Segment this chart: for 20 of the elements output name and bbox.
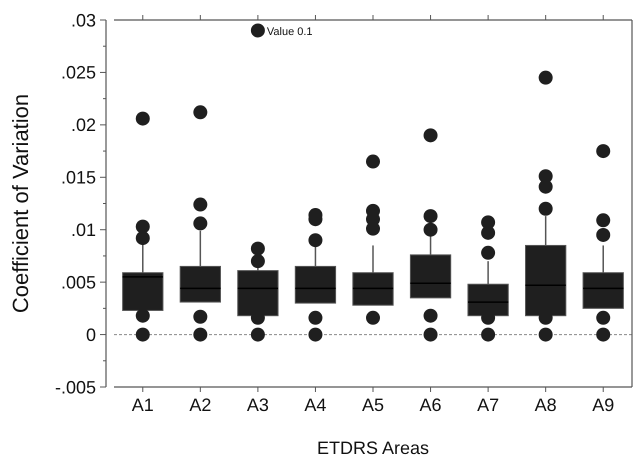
x-tick-label: A2	[189, 395, 212, 415]
annotation: Value 0.1	[266, 26, 313, 38]
x-tick-label: A4	[304, 395, 326, 415]
y-tick-label: .015	[60, 168, 96, 188]
x-tick-label: A8	[534, 395, 557, 415]
y-tick-label: .025	[60, 62, 96, 83]
x-tick-label: A5	[362, 395, 384, 415]
y-tick-label: .01	[70, 220, 96, 240]
x-tick-label: A1	[132, 395, 154, 415]
x-tick-label: A7	[477, 395, 500, 415]
y-tick-label: .005	[60, 272, 96, 292]
x-tick-label: A9	[592, 395, 614, 415]
x-tick-label: A3	[246, 395, 269, 415]
y-tick-label: -.005	[54, 377, 96, 398]
y-tick-label: 0	[86, 324, 96, 345]
x-tick-label: A6	[420, 395, 442, 415]
y-tick-label: .03	[70, 10, 96, 30]
y-axis-title: Coefficient of Variation	[8, 94, 33, 314]
y-tick-label: .02	[70, 115, 96, 136]
x-axis-title: ETDRS Areas	[316, 438, 430, 458]
